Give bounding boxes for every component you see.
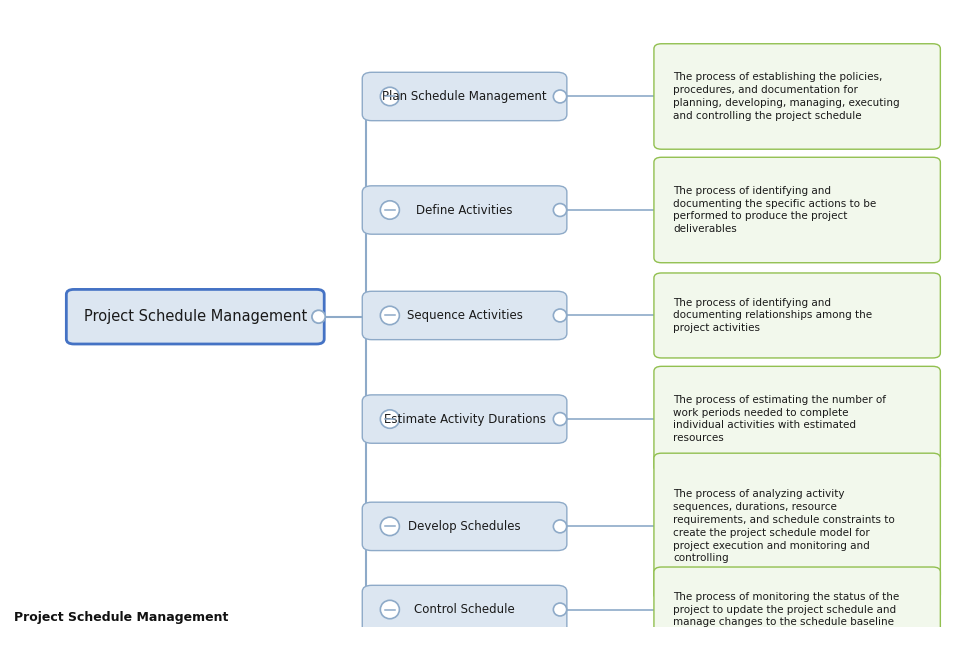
Text: The process of identifying and
documenting relationships among the
project activ: The process of identifying and documenti… (673, 298, 872, 333)
Text: The process of analyzing activity
sequences, durations, resource
requirements, a: The process of analyzing activity sequen… (673, 489, 894, 564)
Ellipse shape (381, 88, 399, 106)
FancyBboxPatch shape (653, 366, 940, 471)
Text: The process of estimating the number of
work periods needed to complete
individu: The process of estimating the number of … (673, 395, 886, 443)
Ellipse shape (553, 309, 567, 322)
FancyBboxPatch shape (362, 186, 567, 234)
FancyBboxPatch shape (653, 273, 940, 358)
Text: Project Schedule Management: Project Schedule Management (15, 611, 229, 624)
Ellipse shape (381, 306, 399, 325)
Ellipse shape (553, 603, 567, 616)
Ellipse shape (553, 204, 567, 216)
Ellipse shape (312, 310, 325, 323)
FancyBboxPatch shape (362, 502, 567, 550)
Ellipse shape (381, 517, 399, 535)
FancyBboxPatch shape (653, 567, 940, 652)
Ellipse shape (381, 600, 399, 619)
FancyBboxPatch shape (362, 291, 567, 340)
Ellipse shape (553, 90, 567, 103)
FancyBboxPatch shape (653, 453, 940, 599)
Text: Control Schedule: Control Schedule (415, 603, 515, 616)
FancyBboxPatch shape (66, 289, 324, 344)
FancyBboxPatch shape (653, 157, 940, 263)
Text: Develop Schedules: Develop Schedules (408, 520, 520, 533)
Text: Sequence Activities: Sequence Activities (407, 309, 522, 322)
Ellipse shape (381, 410, 399, 428)
Text: The process of monitoring the status of the
project to update the project schedu: The process of monitoring the status of … (673, 592, 899, 628)
FancyBboxPatch shape (653, 44, 940, 149)
Text: Plan Schedule Management: Plan Schedule Management (383, 90, 547, 103)
Text: Project Schedule Management: Project Schedule Management (84, 310, 307, 324)
Text: Estimate Activity Durations: Estimate Activity Durations (384, 413, 546, 426)
FancyBboxPatch shape (362, 72, 567, 121)
Ellipse shape (553, 520, 567, 533)
Text: The process of establishing the policies,
procedures, and documentation for
plan: The process of establishing the policies… (673, 72, 899, 121)
Text: Define Activities: Define Activities (417, 204, 513, 217)
FancyBboxPatch shape (362, 395, 567, 443)
FancyBboxPatch shape (362, 585, 567, 633)
Text: The process of identifying and
documenting the specific actions to be
performed : The process of identifying and documenti… (673, 186, 876, 234)
Ellipse shape (553, 413, 567, 426)
Ellipse shape (381, 200, 399, 219)
